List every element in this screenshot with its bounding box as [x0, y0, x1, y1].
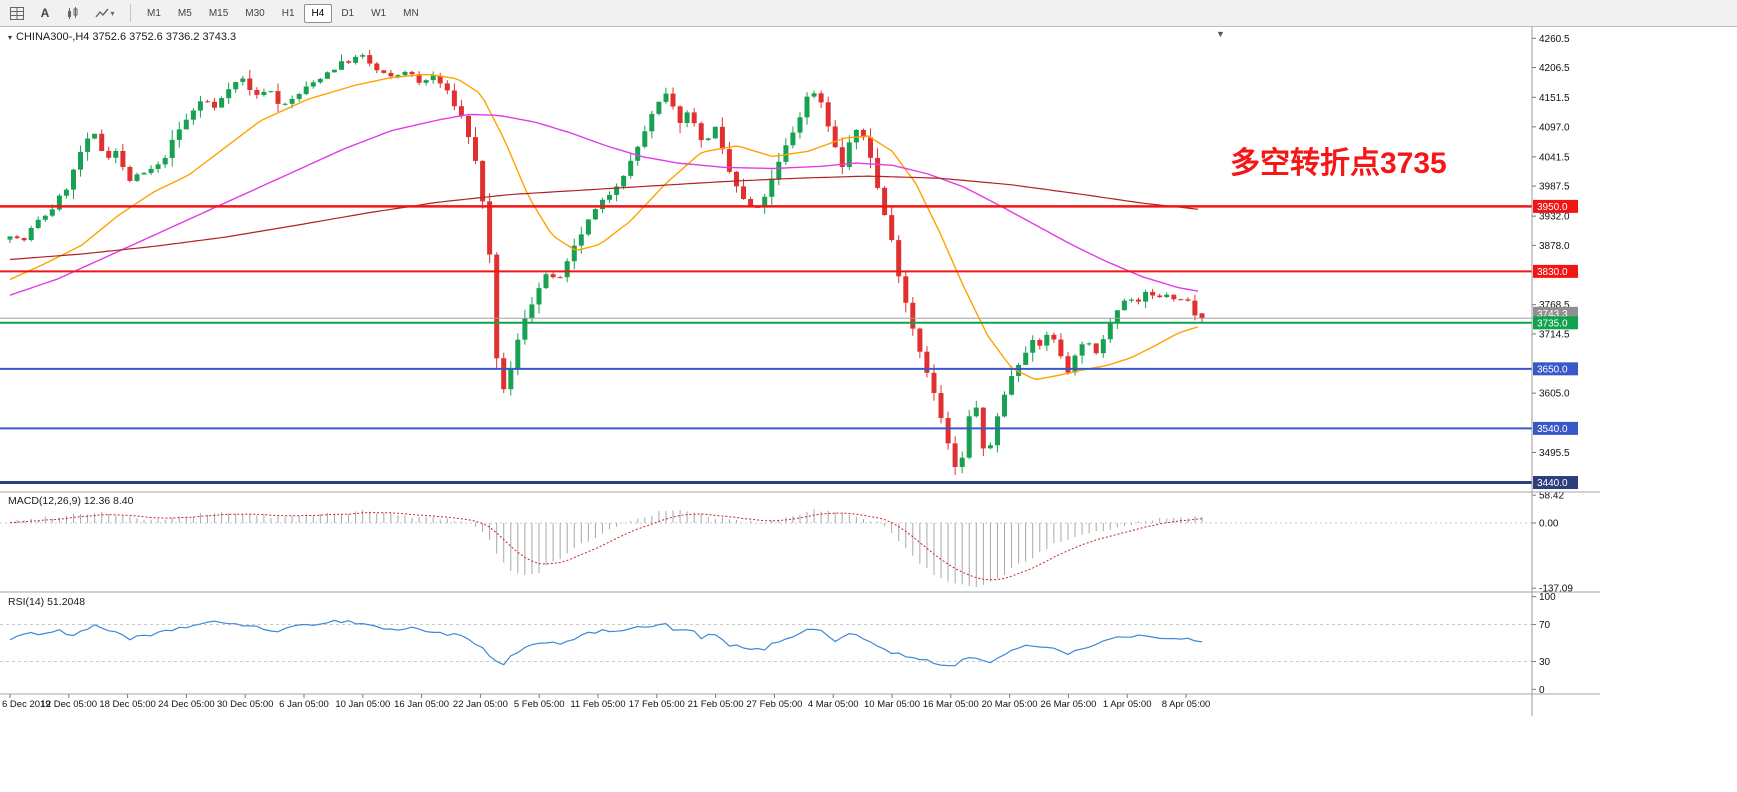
trade-panel-button[interactable] [4, 2, 30, 25]
chart-list-icon [68, 6, 78, 19]
svg-text:5 Feb 05:00: 5 Feb 05:00 [514, 699, 565, 710]
top-toolbar: A ▾ M1 M5 M15 M30 H1 H4 D1 W1 MN [0, 0, 1737, 27]
macd-indicator-label: MACD(12,26,9) 12.36 8.40 [8, 495, 134, 507]
svg-text:8 Apr 05:00: 8 Apr 05:00 [1162, 699, 1211, 710]
svg-text:6 Jan 05:00: 6 Jan 05:00 [279, 699, 329, 710]
svg-text:3950.0: 3950.0 [1537, 202, 1568, 213]
svg-text:21 Feb 05:00: 21 Feb 05:00 [688, 699, 744, 710]
svg-text:4097.0: 4097.0 [1539, 122, 1570, 133]
svg-text:3714.5: 3714.5 [1539, 329, 1570, 340]
svg-text:3878.0: 3878.0 [1539, 241, 1570, 252]
svg-text:3987.5: 3987.5 [1539, 182, 1570, 193]
timeframe-m1-button[interactable]: M1 [147, 7, 161, 19]
panel-borders [0, 491, 1600, 695]
timeframe-switcher: M1 M5 M15 M30 H1 H4 D1 W1 MN [139, 3, 427, 23]
price-scale[interactable]: 4260.5 4206.5 4151.5 4097.0 4041.5 3987.5 3932… [1531, 27, 1578, 716]
svg-text:3743.3: 3743.3 [1537, 309, 1568, 320]
indicators-dropdown-icon [95, 8, 110, 17]
svg-text:10 Mar 05:00: 10 Mar 05:00 [864, 699, 920, 710]
svg-text:0: 0 [1539, 685, 1545, 696]
svg-text:26 Mar 05:00: 26 Mar 05:00 [1040, 699, 1096, 710]
svg-text:3650.0: 3650.0 [1537, 364, 1568, 375]
svg-text:4 Mar 05:00: 4 Mar 05:00 [808, 699, 859, 710]
timeframe-m15-button[interactable]: M15 [208, 7, 229, 19]
svg-text:1 Apr 05:00: 1 Apr 05:00 [1103, 699, 1152, 710]
svg-text:3605.0: 3605.0 [1539, 389, 1570, 400]
svg-text:11 Feb 05:00: 11 Feb 05:00 [570, 699, 625, 710]
svg-text:24 Dec 05:00: 24 Dec 05:00 [158, 699, 215, 710]
svg-text:17 Feb 05:00: 17 Feb 05:00 [629, 699, 685, 710]
svg-text:0.00: 0.00 [1539, 518, 1559, 529]
rsi-indicator-label: RSI(14) 51.2048 [8, 596, 86, 608]
rsi-layer: 100 70 30 0 [0, 592, 1556, 696]
svg-text:-137.09: -137.09 [1539, 584, 1573, 595]
timeframe-d1-button[interactable]: D1 [341, 7, 355, 19]
candles-layer [7, 49, 1205, 475]
svg-text:4206.5: 4206.5 [1539, 63, 1570, 74]
timeframe-mn-button[interactable]: MN [403, 7, 419, 19]
horizontal-lines-layer [0, 205, 1532, 485]
chart-title: ▾ CHINA300-,H4 3752.6 3752.6 3736.2 3743… [8, 31, 236, 43]
dropdown-caret-icon: ▾ [110, 8, 115, 18]
toolbar-separator [130, 4, 131, 22]
svg-text:4041.5: 4041.5 [1539, 152, 1570, 163]
svg-text:3540.0: 3540.0 [1537, 424, 1568, 435]
timeframe-w1-button[interactable]: W1 [371, 7, 387, 19]
indicators-dropdown-button[interactable]: ▾ [88, 2, 122, 25]
svg-text:16 Mar 05:00: 16 Mar 05:00 [923, 699, 979, 710]
svg-text:70: 70 [1539, 620, 1551, 631]
svg-text:10 Jan 05:00: 10 Jan 05:00 [335, 699, 390, 710]
ma-slow-firebrick [9, 175, 1199, 261]
timeframe-m30-button[interactable]: M30 [245, 7, 265, 19]
svg-text:3495.5: 3495.5 [1539, 448, 1570, 459]
svg-text:100: 100 [1539, 592, 1556, 603]
svg-text:27 Feb 05:00: 27 Feb 05:00 [746, 699, 802, 710]
annotation-text: 多空转折点3735 [1230, 147, 1447, 180]
text-tool-icon: A [40, 6, 50, 20]
svg-text:3830.0: 3830.0 [1537, 267, 1568, 278]
chart-list-button[interactable] [60, 2, 86, 25]
svg-text:3735.0: 3735.0 [1537, 318, 1568, 329]
macd-layer: 58.42 0.00 -137.09 [0, 491, 1573, 595]
chart-title-text: CHINA300-,H4 3752.6 3752.6 3736.2 3743.3 [16, 31, 237, 43]
svg-text:22 Jan 05:00: 22 Jan 05:00 [453, 699, 508, 710]
timeframe-h4-button[interactable]: H4 [303, 3, 333, 23]
timeframe-m5-button[interactable]: M5 [177, 7, 192, 19]
symbol-menu-icon: ▾ [8, 32, 13, 42]
ma-fast-orange [9, 73, 1199, 381]
svg-text:30: 30 [1539, 657, 1551, 668]
svg-text:30 Dec 05:00: 30 Dec 05:00 [217, 699, 274, 710]
svg-text:3932.0: 3932.0 [1539, 212, 1570, 223]
trade-panel-icon [10, 6, 24, 20]
svg-text:6 Dec 2019: 6 Dec 2019 [2, 699, 51, 710]
text-tool-button[interactable]: A [32, 2, 58, 25]
svg-text:3768.5: 3768.5 [1539, 300, 1570, 311]
svg-text:18 Dec 05:00: 18 Dec 05:00 [99, 699, 156, 710]
svg-text:4151.5: 4151.5 [1539, 93, 1570, 104]
svg-text:12 Dec 05:00: 12 Dec 05:00 [41, 699, 98, 710]
svg-text:20 Mar 05:00: 20 Mar 05:00 [982, 699, 1038, 710]
svg-text:4260.5: 4260.5 [1539, 34, 1570, 45]
timeframe-h1-button[interactable]: H1 [281, 7, 295, 19]
svg-text:58.42: 58.42 [1539, 491, 1564, 502]
svg-text:3440.0: 3440.0 [1537, 478, 1568, 489]
scroll-to-end-marker[interactable]: ▼ [1216, 29, 1225, 39]
svg-text:16 Jan 05:00: 16 Jan 05:00 [394, 699, 449, 710]
